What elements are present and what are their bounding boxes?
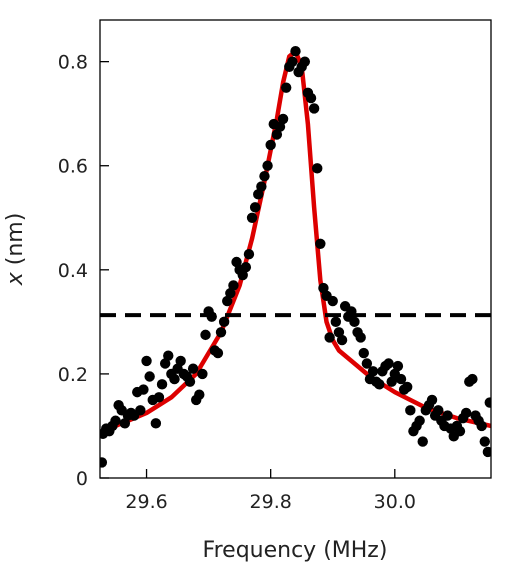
data-point	[442, 410, 453, 421]
data-point	[383, 358, 394, 369]
data-point	[433, 405, 444, 416]
y-axis-label: x (nm)	[3, 213, 28, 287]
plot-frame	[99, 19, 492, 479]
data-point	[315, 238, 326, 249]
data-point	[228, 280, 239, 291]
data-point	[479, 436, 490, 447]
data-point	[460, 407, 472, 419]
x-axis-label: Frequency (MHz)	[203, 538, 388, 563]
data-point	[299, 56, 311, 67]
data-point	[119, 418, 131, 429]
data-point	[361, 358, 373, 369]
data-point	[150, 418, 162, 429]
data-point	[212, 347, 224, 359]
y-axis-unit: (nm)	[3, 213, 28, 273]
data-point	[277, 113, 289, 125]
x-axis: 29.6 29.8 30.0	[125, 469, 416, 513]
data-point	[110, 415, 121, 426]
x-tick-label: 30.0	[374, 491, 416, 513]
data-point	[256, 181, 267, 192]
data-point	[274, 121, 286, 132]
data-point	[141, 355, 152, 367]
data-point	[246, 212, 258, 223]
data-point	[194, 389, 205, 400]
data-point	[169, 373, 180, 385]
y-tick-label: 0	[76, 468, 88, 490]
plot-area	[100, 46, 491, 468]
data-point	[100, 457, 108, 468]
data-point	[265, 139, 276, 151]
y-tick-label: 0.8	[58, 52, 88, 74]
data-point	[243, 249, 255, 260]
data-point	[253, 189, 264, 200]
data-point	[395, 373, 407, 385]
data-point	[175, 355, 186, 367]
data-point	[215, 327, 227, 338]
data-point	[414, 415, 425, 426]
data-point	[156, 379, 168, 390]
data-point	[184, 376, 196, 387]
y-tick-label: 0.2	[58, 364, 88, 386]
data-point	[271, 129, 283, 140]
data-point	[237, 269, 248, 281]
data-point	[153, 392, 165, 403]
data-point	[367, 366, 379, 377]
data-point	[358, 347, 369, 359]
data-point	[467, 373, 478, 385]
data-point	[405, 405, 416, 416]
data-point	[163, 350, 174, 361]
data-point	[330, 316, 342, 328]
data-point	[312, 163, 323, 174]
data-point	[324, 332, 335, 343]
data-point	[225, 288, 236, 299]
data-point	[336, 334, 348, 346]
data-point	[349, 316, 360, 328]
data-point	[187, 363, 199, 374]
data-point	[355, 332, 366, 343]
data-point	[482, 446, 491, 458]
data-point	[197, 368, 208, 380]
data-point	[386, 376, 397, 387]
data-point	[333, 327, 345, 338]
data-point	[249, 202, 261, 213]
data-point	[287, 56, 298, 67]
data-point	[206, 311, 217, 322]
y-axis: 0 0.2 0.4 0.6 0.8	[58, 52, 109, 490]
data-point	[138, 384, 149, 395]
data-point	[200, 329, 211, 341]
data-point	[240, 262, 252, 273]
data-point	[318, 282, 329, 294]
data-point	[374, 379, 385, 390]
data-point	[231, 256, 242, 268]
data-point	[144, 371, 155, 382]
data-point	[135, 405, 146, 416]
data-point	[392, 360, 404, 372]
data-point	[290, 46, 301, 57]
data-point	[402, 381, 413, 393]
data-point	[417, 436, 428, 447]
data-point	[346, 306, 357, 317]
fit-curve	[100, 48, 491, 434]
data-point	[259, 170, 270, 182]
data-point	[222, 295, 233, 307]
y-tick-label: 0.6	[58, 156, 88, 178]
y-axis-variable: x	[3, 271, 28, 286]
data-point	[159, 358, 171, 369]
data-point	[218, 316, 230, 328]
data-point	[476, 420, 487, 432]
data-point	[484, 397, 491, 408]
data-point	[426, 394, 438, 406]
data-point	[305, 92, 317, 104]
data-point	[454, 425, 466, 437]
data-point	[308, 103, 320, 114]
x-tick-label: 29.8	[250, 491, 292, 513]
data-point	[327, 295, 338, 307]
data-point	[262, 160, 273, 171]
data-point	[280, 82, 292, 93]
y-tick-label: 0.4	[58, 260, 88, 282]
x-tick-label: 29.6	[125, 491, 167, 513]
